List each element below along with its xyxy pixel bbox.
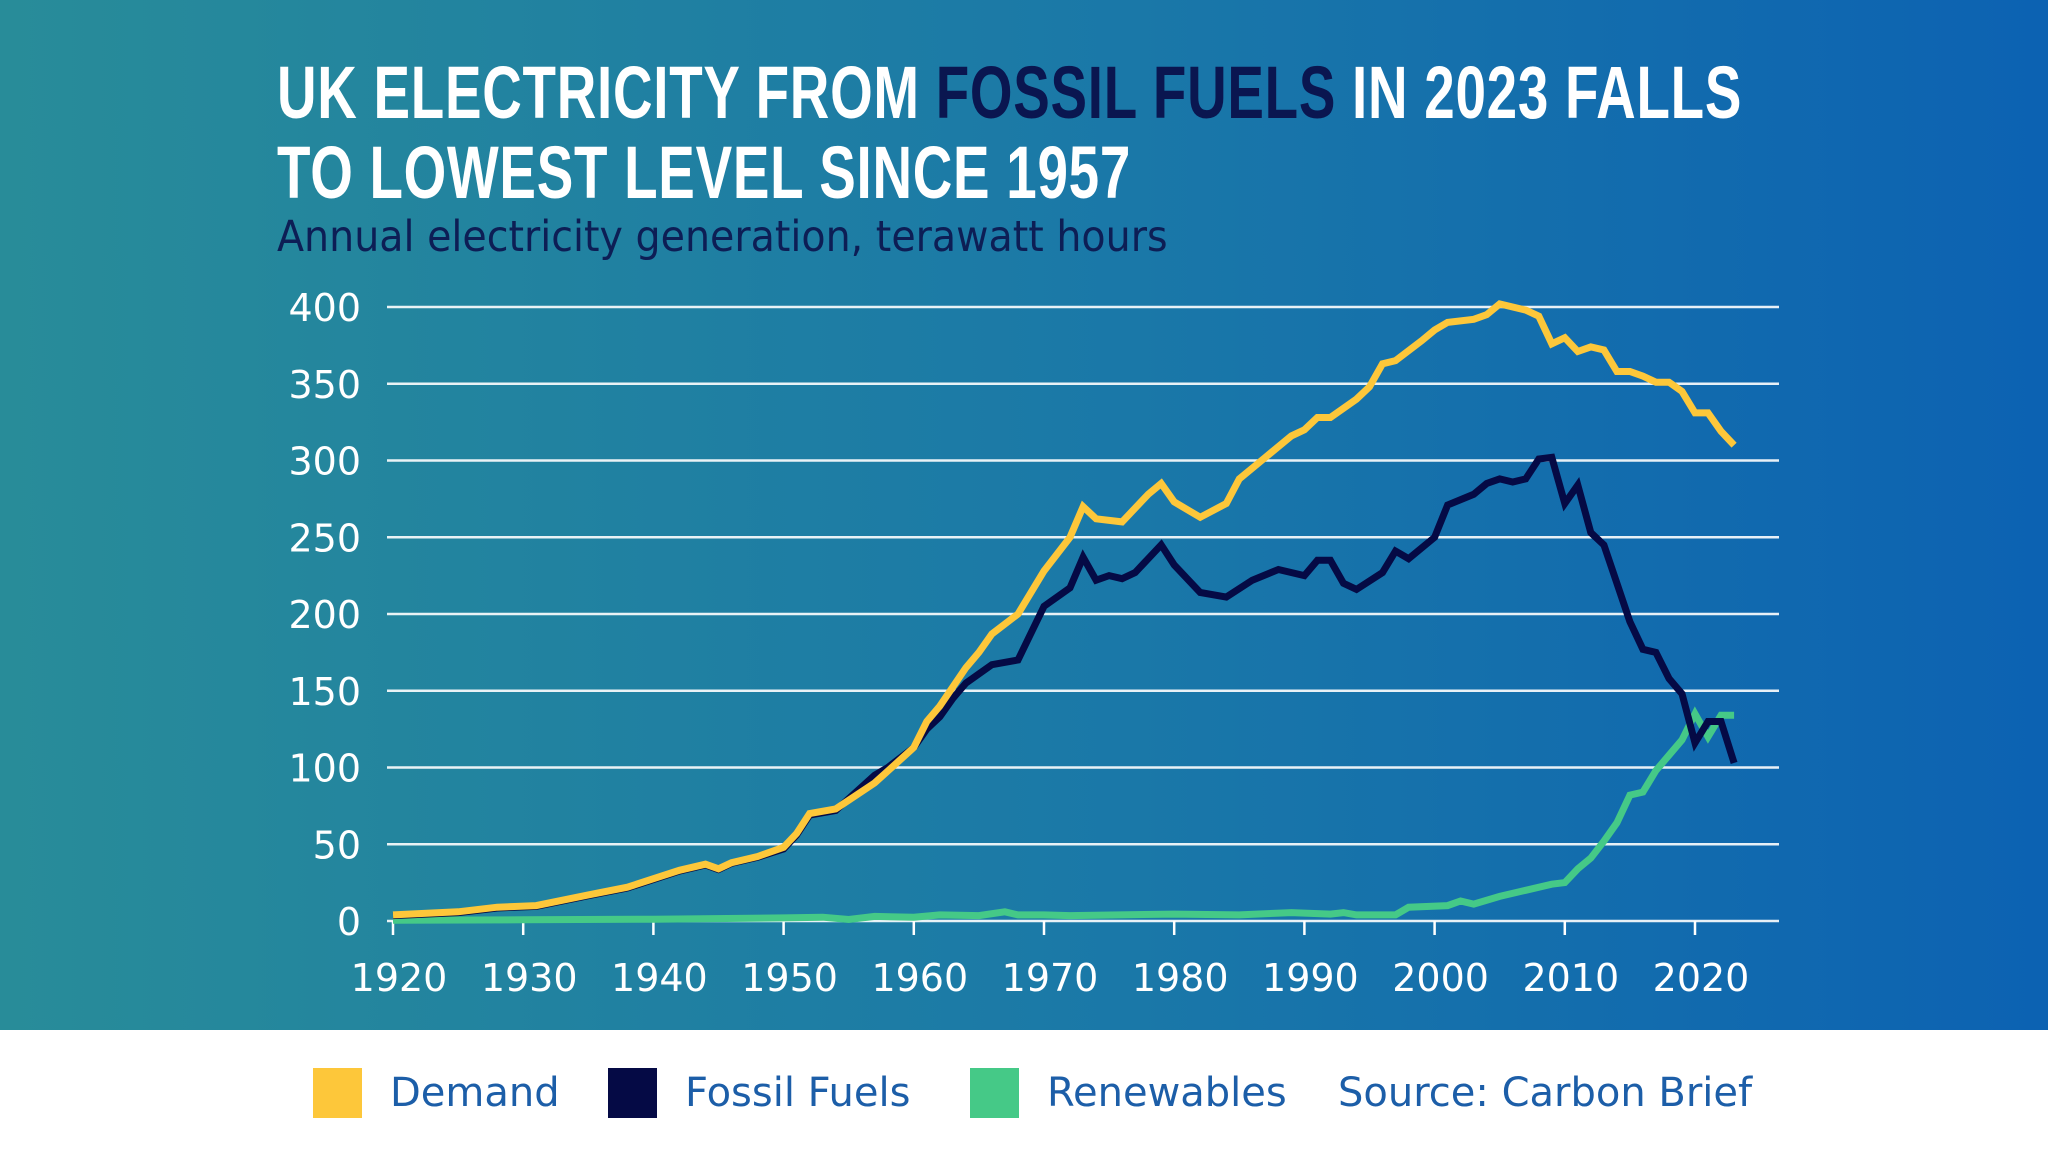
y-tick-label: 200: [288, 593, 361, 637]
x-tick-label: 2020: [1653, 956, 1750, 1000]
x-tick-label: 1970: [1002, 956, 1099, 1000]
x-tick-label: 2010: [1522, 956, 1619, 1000]
x-tick-label: 1950: [741, 956, 838, 1000]
chart-subtitle: Annual electricity generation, terawatt …: [277, 212, 1168, 262]
x-tick-label: 1940: [611, 956, 708, 1000]
chart-title-line1: UK ELECTRICITY FROM FOSSIL FUELS IN 2023…: [277, 56, 1742, 130]
title-text: UK ELECTRICITY FROM: [277, 51, 936, 134]
legend-item-fossil-fuels: Fossil Fuels: [608, 1068, 910, 1118]
legend-swatch-fossil-fuels: [608, 1068, 657, 1118]
series-line-renewables: [392, 706, 1735, 924]
series-line-demand: [392, 300, 1737, 919]
y-tick-label: 150: [288, 670, 361, 714]
y-tick-label: 350: [288, 363, 361, 407]
y-tick-label: 50: [313, 823, 361, 867]
legend-label: Renewables: [1047, 1070, 1287, 1116]
x-tick-label: 1960: [871, 956, 968, 1000]
legend-swatch-renewables: [970, 1068, 1019, 1118]
x-tick-label: 1920: [351, 956, 448, 1000]
legend-swatch-demand: [313, 1068, 362, 1118]
legend-item-renewables: Renewables: [970, 1068, 1287, 1118]
line-chart: 0 50 100 150 200 250 300 350 400 1920 1930 1940 1950…: [288, 286, 1750, 1000]
y-tick-label: 400: [288, 286, 361, 330]
x-tick-label: 1980: [1132, 956, 1229, 1000]
source-note: Source: Carbon Brief: [1338, 1070, 1753, 1116]
legend-item-demand: Demand: [313, 1068, 560, 1118]
title-highlight: FOSSIL FUELS: [935, 51, 1337, 134]
x-tick-label: 2000: [1392, 956, 1489, 1000]
title-text: IN 2023 FALLS: [1336, 51, 1743, 134]
y-tick-label: 300: [288, 440, 361, 484]
legend-label: Demand: [390, 1070, 560, 1116]
series-line-fossil-fuels: [392, 453, 1738, 920]
legend-label: Fossil Fuels: [685, 1070, 911, 1116]
chart-title-line2: TO LOWEST LEVEL SINCE 1957: [277, 131, 1132, 214]
y-tick-label: 100: [288, 747, 361, 791]
x-tick-label: 1990: [1262, 956, 1359, 1000]
x-tick-label: 1930: [481, 956, 578, 1000]
y-tick-label: 0: [337, 900, 361, 944]
y-tick-label: 250: [288, 516, 361, 560]
chart-background: [0, 0, 2048, 1030]
